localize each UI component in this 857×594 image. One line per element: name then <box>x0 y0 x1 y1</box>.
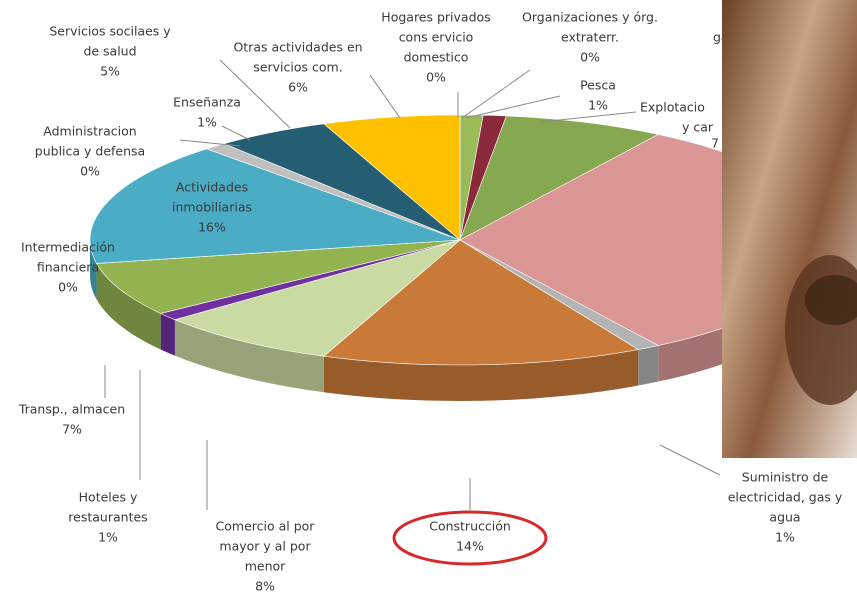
category-label: Servicios socilaes y <box>49 24 171 39</box>
category-label: domestico <box>404 50 469 65</box>
category-label: Intermediación <box>21 240 115 255</box>
category-label: Otras actividades en <box>233 40 362 55</box>
value-label: 8% <box>255 579 275 594</box>
category-label: Hogares privados <box>381 10 490 25</box>
category-label: Enseñanza <box>173 95 241 110</box>
category-label: electricidad, gas y <box>728 490 843 505</box>
category-label: cons ervicio <box>399 30 474 45</box>
category-label: Transp., almacen <box>18 402 125 417</box>
category-label: Explotacio <box>640 100 705 115</box>
value-label: 14% <box>456 539 484 554</box>
category-label: menor <box>245 559 286 574</box>
category-label: mayor y al por <box>219 539 311 554</box>
pie-tops <box>90 115 830 365</box>
value-label: 7 <box>711 136 719 151</box>
leader-line <box>540 112 636 122</box>
category-label: extraterr. <box>561 30 619 45</box>
leader-line <box>466 96 560 118</box>
category-label: Actividades <box>176 180 248 195</box>
photo-overlay <box>722 0 857 458</box>
chart: Hogares privados cons ervicio domestico 0% O… <box>0 0 857 594</box>
value-label: 5% <box>100 64 120 79</box>
value-label: 0% <box>80 164 100 179</box>
category-label: Hoteles y <box>79 490 138 505</box>
category-label: Organizaciones y órg. <box>522 10 658 25</box>
slice-side <box>161 313 175 355</box>
value-label: 1% <box>588 98 608 113</box>
value-label: 7% <box>62 422 82 437</box>
category-label: Suministro de <box>742 470 829 485</box>
category-label: Pesca <box>580 78 616 93</box>
category-label: de salud <box>83 44 136 59</box>
value-label: 1% <box>197 115 217 130</box>
value-label: 0% <box>426 70 446 85</box>
category-label: Construcción <box>429 519 511 534</box>
value-label: 16% <box>198 220 226 235</box>
value-label: 1% <box>98 530 118 545</box>
value-label: 0% <box>580 50 600 65</box>
category-label: inmobiliarias <box>172 200 252 215</box>
leader-line <box>660 445 720 475</box>
category-label: servicios com. <box>253 60 342 75</box>
category-label: restaurantes <box>68 510 147 525</box>
value-label: 0% <box>58 280 78 295</box>
slice-side <box>638 346 658 386</box>
category-label: agua <box>769 510 800 525</box>
leader-line <box>370 75 400 118</box>
late-labels: Suministro de electricidad, gas y agua 1% <box>728 470 843 545</box>
category-label: y car <box>682 120 714 135</box>
category-label: Comercio al por <box>216 519 316 534</box>
category-label: financiera <box>37 260 99 275</box>
value-label: 6% <box>288 80 308 95</box>
leader-line <box>222 126 250 140</box>
category-label: publica y defensa <box>35 144 145 159</box>
value-label: 1% <box>775 530 795 545</box>
category-label: Administracion <box>43 124 136 139</box>
